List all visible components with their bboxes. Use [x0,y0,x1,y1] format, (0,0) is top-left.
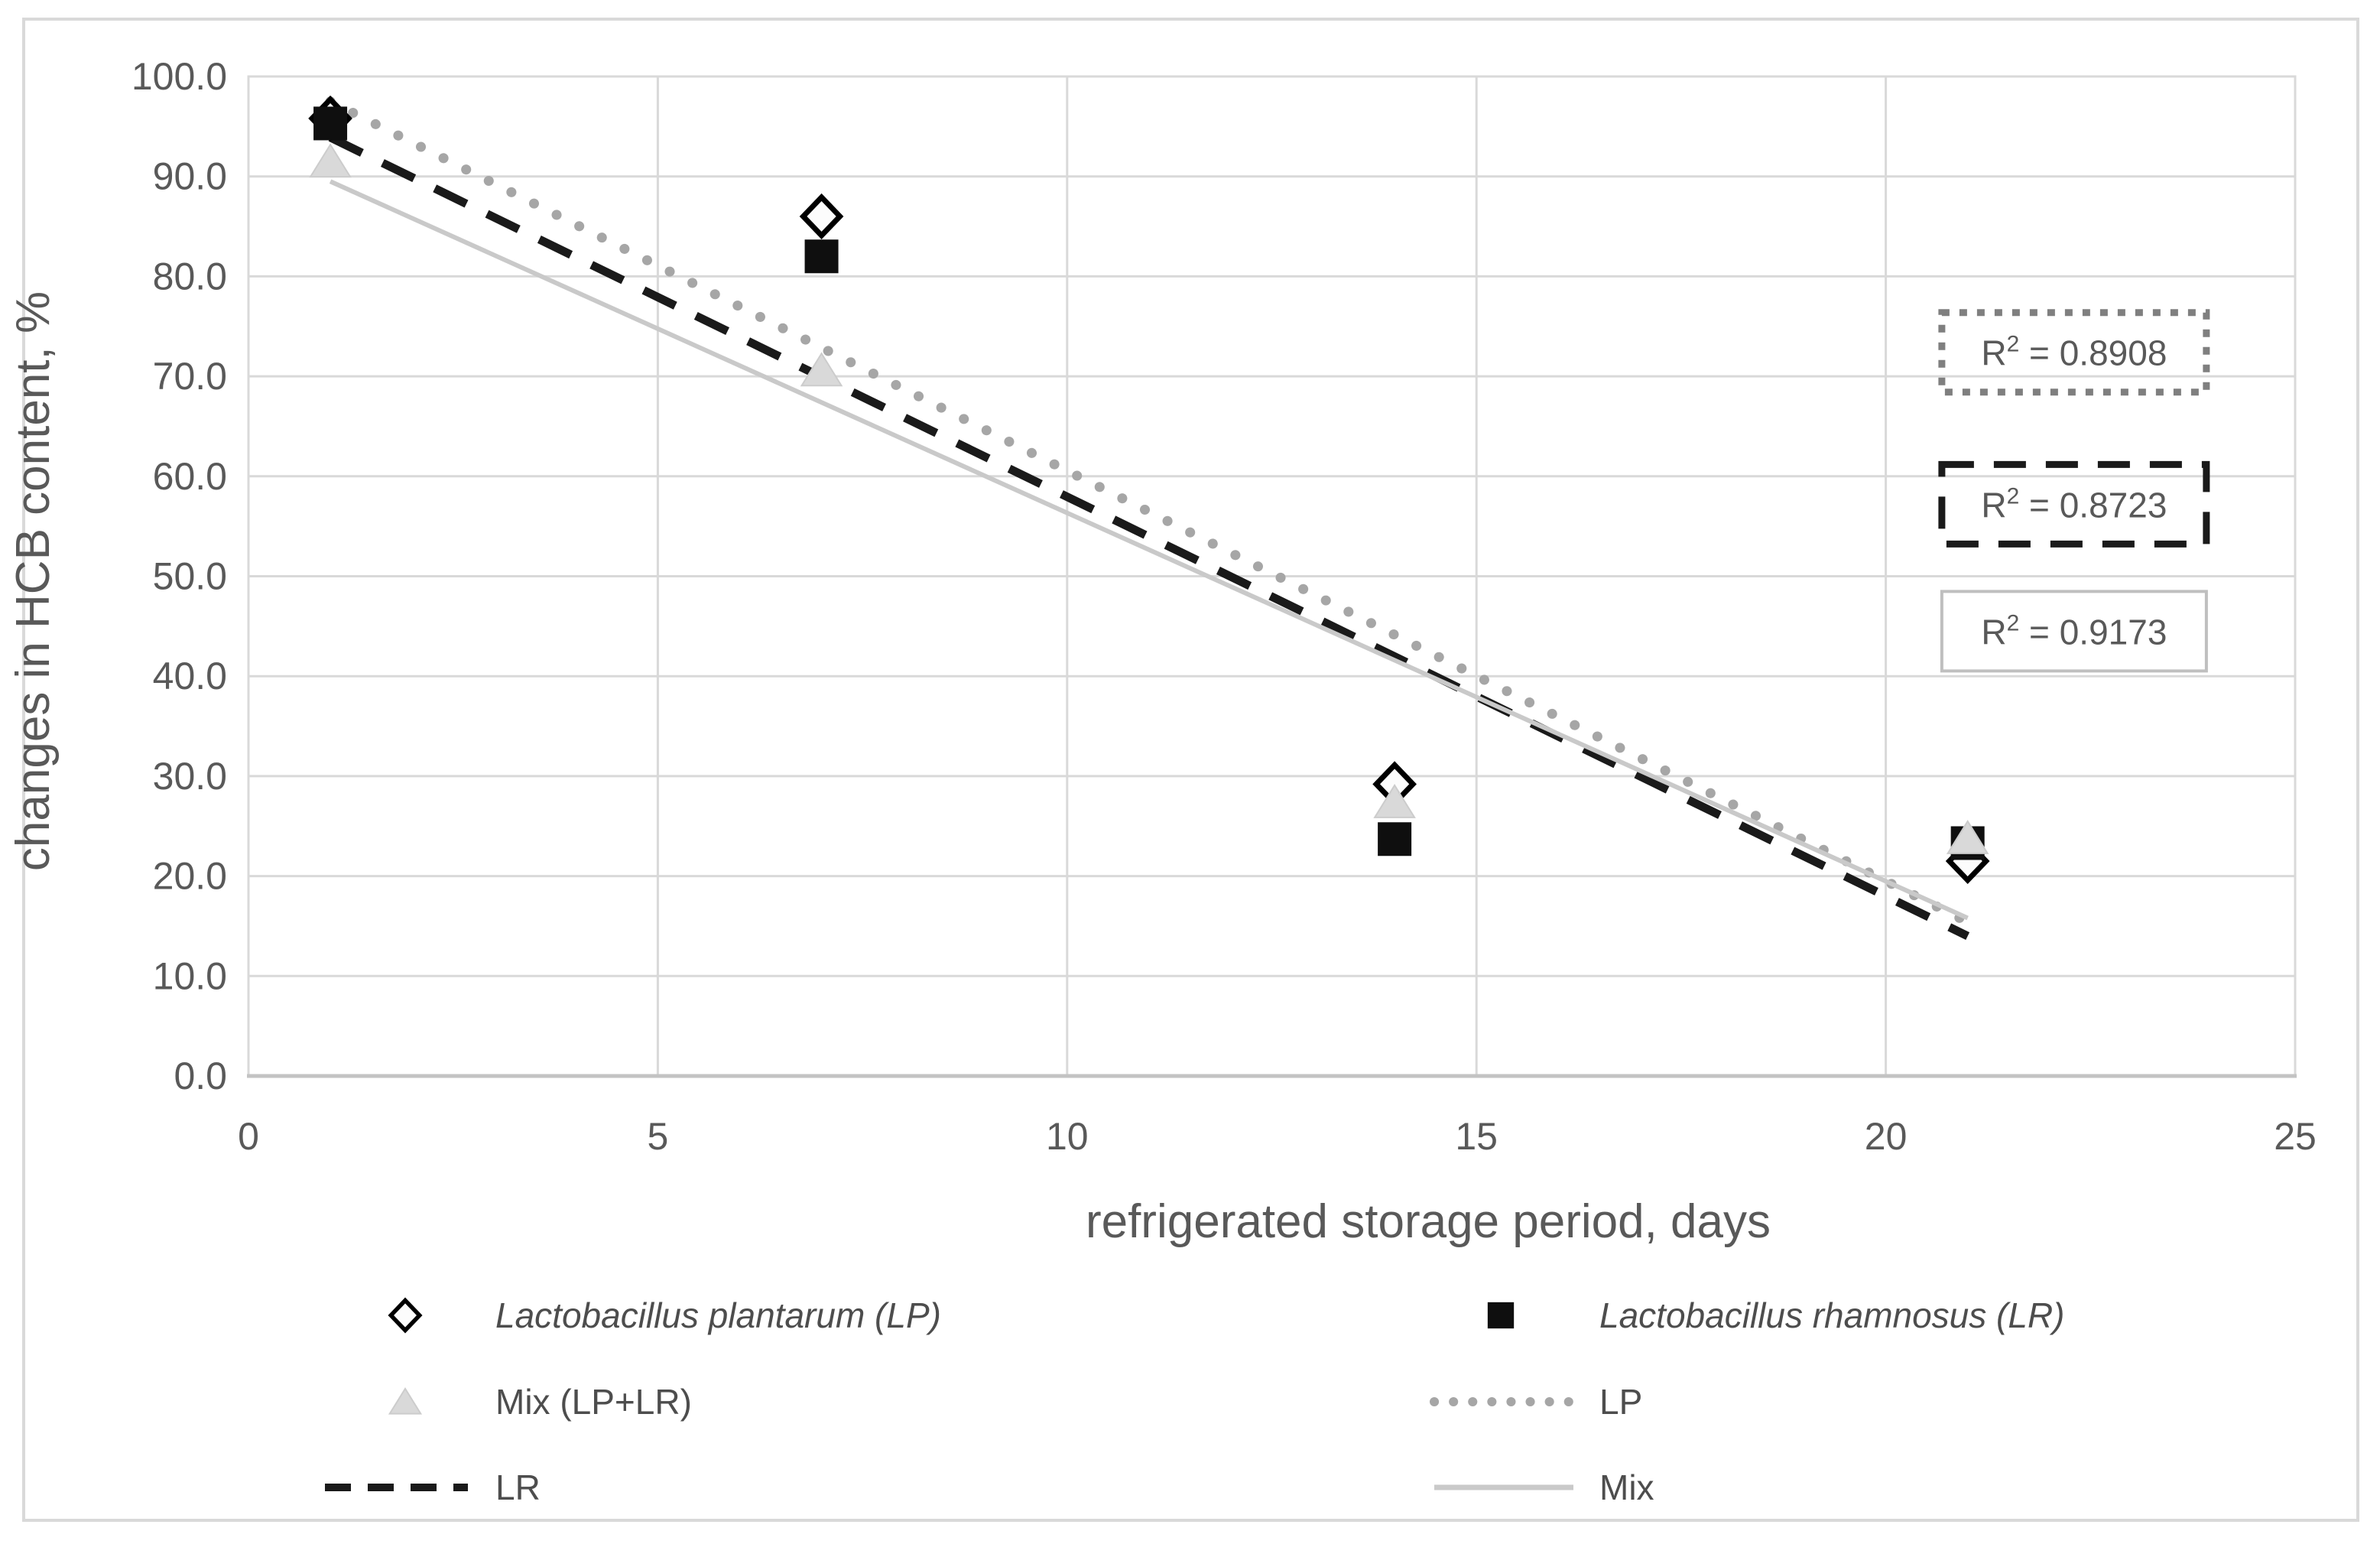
trendlines [325,96,1973,940]
y-tick-label: 20.0 [153,855,227,898]
trendline-lr [328,133,1970,940]
legend-label: LR [495,1468,541,1507]
figure-border [22,18,2359,1522]
legend-marker-triangle-filled [388,1386,423,1415]
legend-label: Mix (LP+LR) [495,1382,692,1422]
legend-marker-square-filled [1487,1302,1515,1329]
x-tick-label: 10 [1046,1115,1089,1158]
point-lr [1378,822,1412,857]
y-tick-label: 90.0 [153,155,227,198]
legend-marker-diamond-open [388,1297,423,1334]
y-tick-label: 100.0 [132,55,227,98]
point-lp [799,193,844,240]
legend-label: Lactobacillus plantarum (LP) [495,1295,941,1335]
r2-box-mix [1940,590,2208,673]
legend-label: LP [1599,1382,1642,1422]
point-mix [309,143,352,178]
r2-box-lp [1938,309,2210,396]
x-tick-label: 20 [1865,1115,1908,1158]
axes [247,75,2297,1078]
r2-label-lr: R2 = 0.8723 [1981,483,2167,525]
x-tick-label: 25 [2274,1115,2317,1158]
r2-label-lp: R2 = 0.8908 [1981,332,2167,373]
figure-border-rect [22,18,2359,1522]
r2-annotations: R2 = 0.8908 R2 = 0.8723 R2 = 0.9173 [1938,309,2210,673]
y-tick-label: 60.0 [153,455,227,498]
point-lr [804,239,839,274]
y-tick-label: 80.0 [153,255,227,297]
point-mix [800,352,843,387]
y-tick-label: 30.0 [153,755,227,798]
r2-label-mix: R2 = 0.9173 [1981,610,2167,652]
x-tick-label: 5 [647,1115,668,1158]
y-tick-label: 0.0 [174,1055,227,1097]
x-tick-label: 0 [238,1115,259,1158]
y-tick-label: 10.0 [153,954,227,997]
x-tick-label: 15 [1455,1115,1498,1158]
point-lr [313,106,348,141]
point-mix [1946,820,1989,854]
legend-label: Mix [1599,1468,1654,1507]
y-tick-label: 40.0 [153,655,227,697]
data-point-markers [308,95,1990,885]
y-tick-label: 70.0 [153,355,227,398]
trendline-mix [329,179,1969,921]
y-tick-label: 50.0 [153,555,227,598]
gridlines [247,75,2297,1078]
tick-labels: 0 5 10 15 20 25 0.0 10.0 20.0 30.0 40.0 50.0 60.0 70.… [132,55,2317,1158]
legend-label: Lactobacillus rhamnosus (LR) [1599,1295,2065,1335]
point-mix [1373,783,1416,818]
r2-box-lr [1938,460,2210,548]
trendline-lp [325,96,1973,928]
x-axis-title: refrigerated storage period, days [1086,1195,1771,1248]
y-axis-title: changes in HCB content, % [7,291,60,871]
legend: Lactobacillus plantarum (LP) Mix (LP+LR) L… [325,1295,2065,1507]
